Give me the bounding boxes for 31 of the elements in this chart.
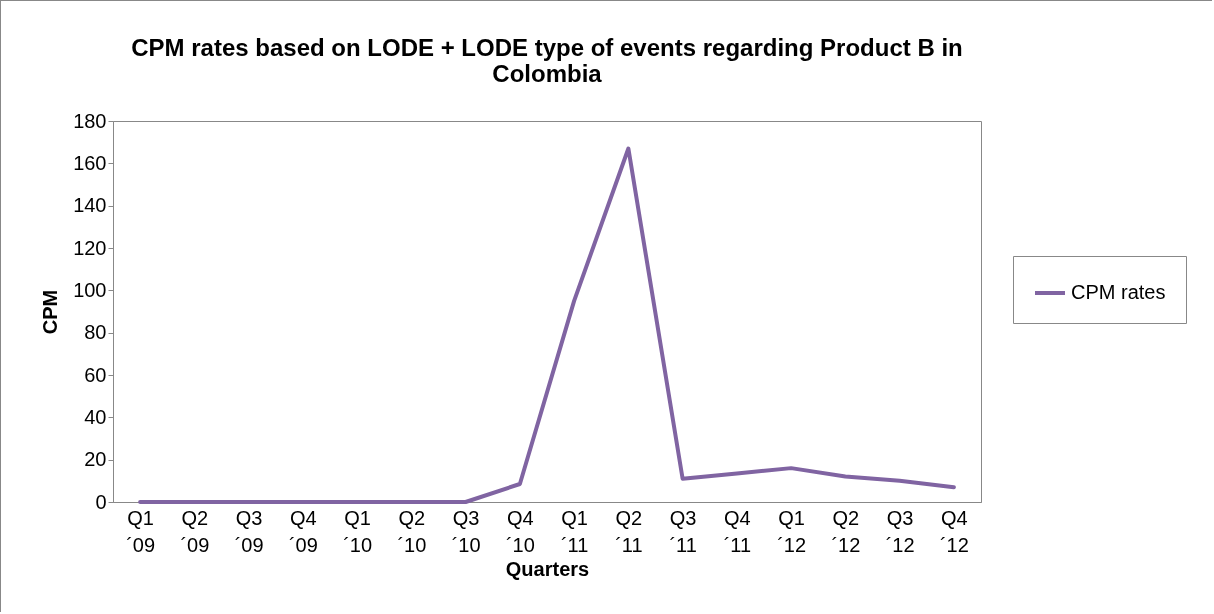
x-tick-label: Q3 ´12 — [885, 506, 915, 556]
y-axis-title: CPM — [39, 289, 62, 335]
x-tick-label: Q4 ´11 — [723, 506, 752, 556]
x-tick-label: Q3 ´11 — [669, 506, 697, 556]
y-tick-label: 0 — [95, 490, 107, 513]
y-tick-label: 80 — [84, 321, 107, 344]
y-tick-label: 160 — [73, 151, 107, 174]
x-tick-label: Q1 ´09 — [126, 506, 156, 556]
x-tick-label: Q2 ´11 — [615, 506, 643, 556]
x-tick-label: Q1 ´12 — [777, 506, 807, 556]
x-axis-title: Quarters — [505, 557, 590, 580]
legend-label: CPM rates — [1071, 281, 1166, 303]
chart-title: CPM rates based on LODE + LODE type of events regarding Product B in Colombia — [131, 34, 963, 87]
y-tick-label: 120 — [73, 236, 107, 259]
x-tick-label: Q2 ´10 — [397, 506, 427, 556]
y-tick-label: 20 — [84, 448, 107, 471]
y-tick-label: 40 — [84, 405, 107, 428]
y-tick-label: 100 — [73, 278, 107, 301]
x-tick-label: Q4 ´09 — [288, 506, 318, 556]
line-series — [138, 146, 956, 504]
x-tick-label: Q4 ´12 — [939, 506, 969, 556]
y-tick-label: 180 — [73, 109, 107, 132]
x-tick-label: Q3 ´10 — [451, 506, 481, 556]
y-tick-label: 140 — [73, 194, 107, 217]
x-tick-label: Q2 ´09 — [180, 506, 210, 556]
x-tick-label: Q2 ´12 — [831, 506, 861, 556]
x-tick-label: Q1 ´11 — [560, 506, 589, 556]
x-tick-label: Q3 ´09 — [234, 506, 264, 556]
y-tick-label: 60 — [84, 363, 107, 386]
x-tick-label: Q1 ´10 — [343, 506, 373, 556]
x-tick-label: Q4 ´10 — [505, 506, 535, 556]
